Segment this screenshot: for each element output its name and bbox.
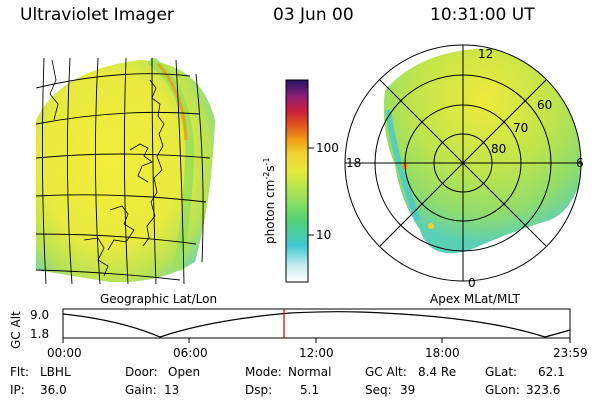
ip-label: IP: bbox=[10, 383, 25, 397]
mlat-label-70: 70 bbox=[513, 121, 529, 135]
altitude-ytick-top: 9.0 bbox=[30, 308, 50, 322]
geographic-map bbox=[36, 58, 215, 284]
gcalt-label: GC Alt: bbox=[365, 365, 407, 379]
time-label: 10:31:00 UT bbox=[430, 5, 535, 25]
glon-value: 323.6 bbox=[526, 383, 561, 397]
mode-value: Normal bbox=[288, 365, 332, 379]
altitude-xtick-0600: 06:00 bbox=[173, 346, 208, 360]
ip-value: 36.0 bbox=[40, 383, 67, 397]
door-value: Open bbox=[168, 365, 201, 379]
door-label: Door: bbox=[125, 365, 158, 379]
gcalt-value: 8.4 Re bbox=[418, 365, 457, 379]
altitude-xtick-2359: 23:59 bbox=[553, 346, 588, 360]
mlt-diagonal-2 bbox=[379, 79, 547, 247]
gain-label: Gain: bbox=[125, 383, 157, 397]
dsp-value: 5.1 bbox=[300, 383, 320, 397]
polar-bright-spot-2 bbox=[428, 223, 434, 229]
gain-value: 13 bbox=[164, 383, 180, 397]
dsp-label: Dsp: bbox=[245, 383, 273, 397]
mlat-label-80: 80 bbox=[491, 142, 507, 156]
altitude-frame bbox=[62, 308, 571, 339]
glon-label: GLon: bbox=[485, 383, 520, 397]
polar-plot bbox=[344, 44, 582, 282]
mode-label: Mode: bbox=[245, 365, 282, 379]
mlt-label-6: 6 bbox=[576, 156, 584, 170]
altitude-xtick-1200: 12:00 bbox=[299, 346, 334, 360]
mlt-label-0: 0 bbox=[468, 276, 476, 290]
altitude-xtick-1800: 18:00 bbox=[425, 346, 460, 360]
altitude-ytick-bottom: 1.8 bbox=[30, 327, 50, 341]
apex-panel-label: Apex MLat/MLT bbox=[430, 292, 520, 306]
geo-emission-disk bbox=[36, 60, 215, 283]
date-label: 03 Jun 00 bbox=[273, 5, 354, 25]
colorbar-scale bbox=[285, 79, 309, 283]
glat-value: 62.1 bbox=[538, 365, 565, 379]
filter-label: Flt: bbox=[10, 365, 29, 379]
instrument-title: Ultraviolet Imager bbox=[20, 5, 174, 25]
seq-label: Seq: bbox=[365, 383, 392, 397]
colorbar bbox=[285, 79, 314, 283]
glat-label: GLat: bbox=[485, 365, 518, 379]
geo-coastlines bbox=[49, 59, 165, 277]
altitude-plot bbox=[62, 308, 571, 343]
colorbar-label-100: 100 bbox=[316, 141, 339, 155]
geographic-panel-label: Geographic Lat/Lon bbox=[100, 292, 218, 306]
altitude-ylabel: GC Alt bbox=[9, 311, 23, 349]
geo-meridian-lines bbox=[41, 58, 204, 284]
colorbar-unit-label: photon cm-2s-1 bbox=[262, 157, 277, 244]
altitude-curve bbox=[62, 311, 571, 338]
polar-grid bbox=[344, 44, 582, 282]
mlat-label-60: 60 bbox=[537, 98, 553, 112]
filter-value: LBHL bbox=[40, 365, 71, 379]
mlt-label-18: 18 bbox=[346, 156, 362, 170]
geo-latitude-lines bbox=[36, 73, 211, 281]
colorbar-label-10: 10 bbox=[316, 228, 332, 242]
seq-value: 39 bbox=[400, 383, 416, 397]
polar-emission-region bbox=[383, 48, 581, 254]
mlt-label-12: 12 bbox=[478, 47, 494, 61]
altitude-xtick-0000: 00:00 bbox=[47, 346, 82, 360]
